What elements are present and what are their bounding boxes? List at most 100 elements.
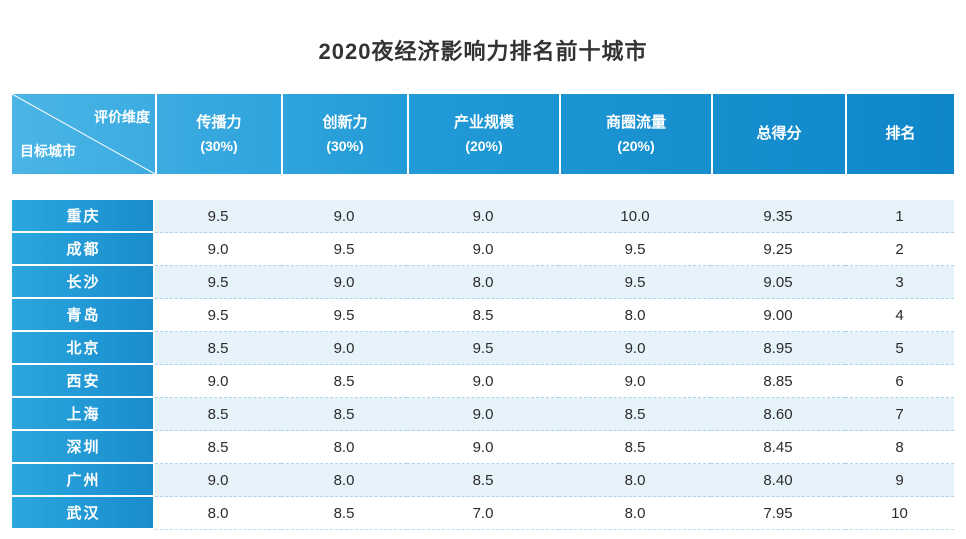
rank-cell: 2 [845, 233, 954, 266]
column-label: 产业规模 [453, 113, 514, 131]
table-row: 青岛 9.5 9.5 8.5 8.0 9.00 4 [12, 299, 954, 332]
score-cell: 8.5 [407, 464, 559, 497]
column-weight: (30%) [200, 137, 238, 154]
score-cell: 8.0 [559, 299, 711, 332]
city-cell: 长沙 [12, 266, 155, 299]
city-cell: 重庆 [12, 200, 155, 233]
corner-label-city: 目标城市 [20, 142, 76, 159]
column-header-innovation: 创新力 (30%) [281, 94, 407, 174]
column-label: 排名 [885, 125, 916, 142]
corner-label-dimension: 评价维度 [94, 109, 150, 125]
score-cell: 8.5 [407, 299, 559, 332]
score-cell: 9.00 [711, 299, 845, 332]
city-cell: 广州 [12, 464, 155, 497]
column-label: 商圈流量 [605, 113, 666, 131]
score-cell: 9.0 [281, 200, 407, 233]
rank-cell: 5 [845, 332, 954, 365]
score-cell: 9.0 [407, 431, 559, 464]
column-weight: (20%) [617, 137, 655, 154]
score-cell: 9.0 [559, 332, 711, 365]
score-cell: 9.0 [407, 398, 559, 431]
score-cell: 9.5 [155, 299, 281, 332]
city-cell: 青岛 [12, 299, 155, 332]
table-row: 深圳 8.5 8.0 9.0 8.5 8.45 8 [12, 431, 954, 464]
table-body: 重庆 9.5 9.0 9.0 10.0 9.35 1 成都 9.0 9.5 9.0 9.5 9.25 2 长… [12, 200, 954, 530]
score-cell: 9.0 [155, 233, 281, 266]
column-label: 创新力 [322, 113, 368, 131]
score-cell: 9.35 [711, 200, 845, 233]
rank-cell: 10 [845, 497, 954, 530]
city-cell: 北京 [12, 332, 155, 365]
score-cell: 8.0 [559, 464, 711, 497]
rank-cell: 7 [845, 398, 954, 431]
score-cell: 9.5 [281, 233, 407, 266]
score-cell: 9.0 [155, 365, 281, 398]
score-cell: 9.0 [281, 266, 407, 299]
table-row: 广州 9.0 8.0 8.5 8.0 8.40 9 [12, 464, 954, 497]
column-weight: (30%) [326, 137, 364, 154]
chart-title: 2020夜经济影响力排名前十城市 [318, 39, 648, 64]
table-row: 武汉 8.0 8.5 7.0 8.0 7.95 10 [12, 497, 954, 530]
score-cell: 9.0 [407, 233, 559, 266]
column-label: 总得分 [756, 125, 802, 142]
score-cell: 9.0 [155, 464, 281, 497]
table-row: 上海 8.5 8.5 9.0 8.5 8.60 7 [12, 398, 954, 431]
table-row: 重庆 9.5 9.0 9.0 10.0 9.35 1 [12, 200, 954, 233]
city-cell: 上海 [12, 398, 155, 431]
score-cell: 9.25 [711, 233, 845, 266]
score-cell: 8.0 [407, 266, 559, 299]
score-cell: 8.60 [711, 398, 845, 431]
score-cell: 9.0 [281, 332, 407, 365]
rank-cell: 8 [845, 431, 954, 464]
score-cell: 8.0 [281, 464, 407, 497]
score-cell: 8.40 [711, 464, 845, 497]
score-cell: 8.5 [281, 365, 407, 398]
table-row: 西安 9.0 8.5 9.0 9.0 8.85 6 [12, 365, 954, 398]
table-row: 长沙 9.5 9.0 8.0 9.5 9.05 3 [12, 266, 954, 299]
score-cell: 9.05 [711, 266, 845, 299]
city-cell: 西安 [12, 365, 155, 398]
ranking-table: 评价维度 目标城市 传播力 (30%) 创新力 (30%) 产业规模 (20%)… [12, 94, 954, 530]
city-cell: 武汉 [12, 497, 155, 530]
score-cell: 9.5 [155, 200, 281, 233]
column-header-total-score: 总得分 [711, 94, 845, 174]
column-header-rank: 排名 [845, 94, 954, 174]
score-cell: 7.0 [407, 497, 559, 530]
column-weight: (20%) [465, 137, 503, 154]
score-cell: 10.0 [559, 200, 711, 233]
rank-cell: 4 [845, 299, 954, 332]
score-cell: 8.0 [559, 497, 711, 530]
table-row: 北京 8.5 9.0 9.5 9.0 8.95 5 [12, 332, 954, 365]
score-cell: 9.0 [407, 365, 559, 398]
score-cell: 8.45 [711, 431, 845, 464]
rank-cell: 6 [845, 365, 954, 398]
diagonal-divider-icon [12, 94, 155, 174]
rank-cell: 3 [845, 266, 954, 299]
column-label: 传播力 [196, 113, 242, 131]
score-cell: 8.5 [559, 431, 711, 464]
score-cell: 8.5 [155, 332, 281, 365]
score-cell: 8.5 [155, 398, 281, 431]
score-cell: 9.5 [155, 266, 281, 299]
score-cell: 8.5 [155, 431, 281, 464]
column-header-industry-scale: 产业规模 (20%) [407, 94, 559, 174]
column-header-spread: 传播力 (30%) [155, 94, 281, 174]
score-cell: 9.5 [559, 266, 711, 299]
score-cell: 8.5 [281, 398, 407, 431]
city-cell: 深圳 [12, 431, 155, 464]
table-header: 评价维度 目标城市 传播力 (30%) 创新力 (30%) 产业规模 (20%)… [12, 94, 954, 174]
score-cell: 8.95 [711, 332, 845, 365]
score-cell: 8.85 [711, 365, 845, 398]
score-cell: 7.95 [711, 497, 845, 530]
rank-cell: 9 [845, 464, 954, 497]
score-cell: 8.0 [155, 497, 281, 530]
city-cell: 成都 [12, 233, 155, 266]
corner-header-cell: 评价维度 目标城市 [12, 94, 155, 174]
table-row: 成都 9.0 9.5 9.0 9.5 9.25 2 [12, 233, 954, 266]
rank-cell: 1 [845, 200, 954, 233]
score-cell: 9.5 [407, 332, 559, 365]
score-cell: 9.0 [407, 200, 559, 233]
score-cell: 9.5 [559, 233, 711, 266]
column-header-district-traffic: 商圈流量 (20%) [559, 94, 711, 174]
